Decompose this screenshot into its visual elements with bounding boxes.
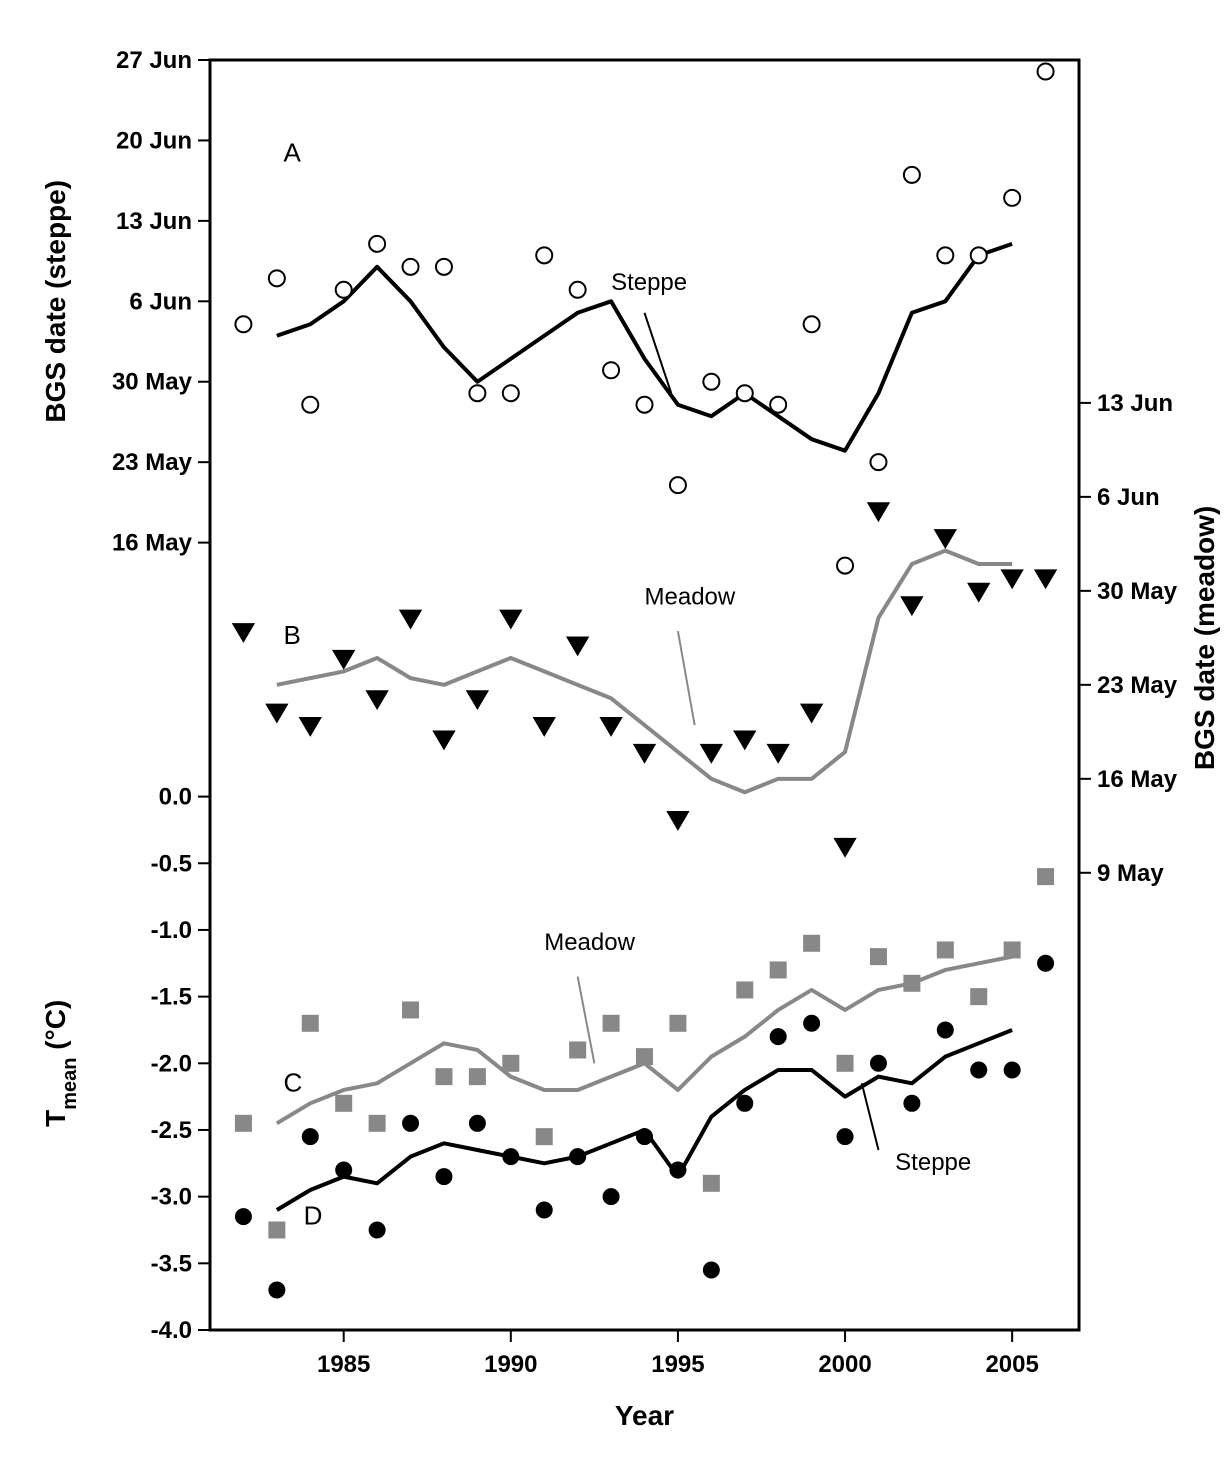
svg-text:23 May: 23 May <box>1097 672 1178 699</box>
svg-text:27 Jun: 27 Jun <box>116 47 192 74</box>
svg-text:16 May: 16 May <box>1097 766 1178 793</box>
svg-text:30 May: 30 May <box>1097 578 1178 605</box>
svg-text:1995: 1995 <box>651 1351 704 1378</box>
svg-text:-0.5: -0.5 <box>151 850 192 877</box>
svg-text:Meadow: Meadow <box>645 583 736 610</box>
svg-text:-2.5: -2.5 <box>151 1117 192 1144</box>
svg-text:6 Jun: 6 Jun <box>1097 484 1160 511</box>
svg-text:0.0: 0.0 <box>159 784 192 811</box>
svg-text:BGS date (steppe): BGS date (steppe) <box>40 180 71 423</box>
svg-text:B: B <box>284 620 301 650</box>
svg-text:2000: 2000 <box>818 1351 871 1378</box>
svg-text:-3.5: -3.5 <box>151 1250 192 1277</box>
svg-text:2005: 2005 <box>985 1351 1038 1378</box>
svg-text:1985: 1985 <box>317 1351 370 1378</box>
multi-panel-chart: 1985 1990 1995 2000 2005 Year 16 May 23 May 30 M… <box>20 20 1209 1450</box>
svg-text:23 May: 23 May <box>112 449 193 476</box>
svg-text:-1.5: -1.5 <box>151 984 192 1011</box>
svg-text:Steppe: Steppe <box>611 269 687 296</box>
svg-text:9 May: 9 May <box>1097 860 1164 887</box>
svg-text:-1.0: -1.0 <box>151 917 192 944</box>
svg-text:BGS date (meadow): BGS date (meadow) <box>1189 506 1220 770</box>
svg-text:Steppe: Steppe <box>895 1149 971 1176</box>
svg-text:C: C <box>284 1067 303 1097</box>
svg-text:1990: 1990 <box>484 1351 537 1378</box>
svg-text:D: D <box>304 1201 323 1231</box>
svg-text:-4.0: -4.0 <box>151 1317 192 1344</box>
svg-text:Year: Year <box>615 1400 674 1431</box>
svg-text:6 Jun: 6 Jun <box>129 288 192 315</box>
svg-text:-3.0: -3.0 <box>151 1184 192 1211</box>
svg-text:13 Jun: 13 Jun <box>116 208 192 235</box>
svg-text:-2.0: -2.0 <box>151 1050 192 1077</box>
svg-text:A: A <box>284 138 302 168</box>
svg-text:16 May: 16 May <box>112 530 193 557</box>
svg-text:20 Jun: 20 Jun <box>116 127 192 154</box>
svg-text:13 Jun: 13 Jun <box>1097 390 1173 417</box>
svg-text:30 May: 30 May <box>112 369 193 396</box>
svg-text:Meadow: Meadow <box>544 929 635 956</box>
